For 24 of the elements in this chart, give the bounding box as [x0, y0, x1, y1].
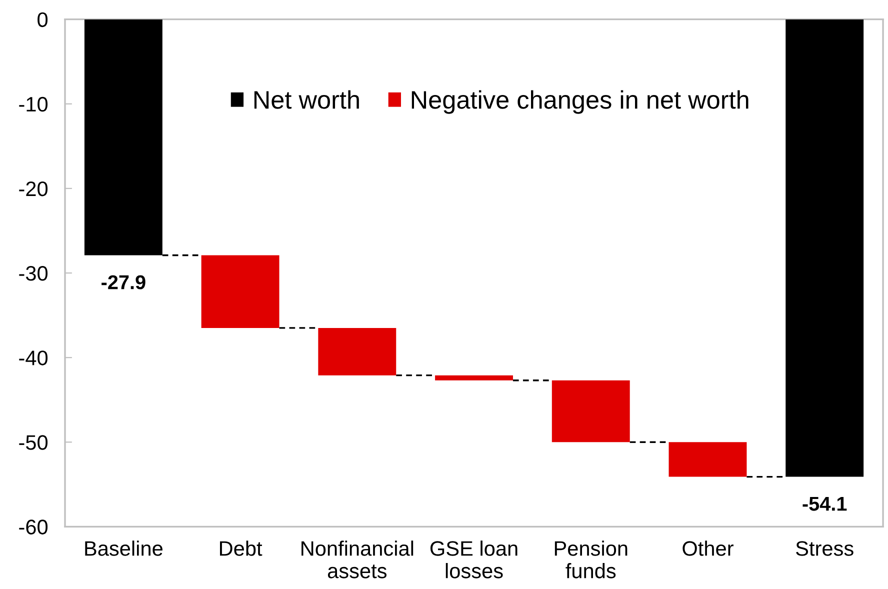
x-tick-label: GSE loan losses	[430, 540, 518, 578]
bar	[435, 375, 513, 380]
bar	[201, 255, 280, 328]
legend-label: Net worth	[254, 90, 359, 109]
x-tick-label: Debt	[220, 540, 262, 556]
y-tick-label: -30	[19, 266, 48, 281]
y-tick-label: -20	[19, 181, 48, 196]
bar	[668, 442, 747, 477]
x-tick-label: Nonfinancial assets	[302, 540, 414, 578]
data-label: -27.9	[102, 275, 146, 290]
y-tick-label: -40	[19, 350, 48, 366]
y-tick-label: -10	[19, 96, 48, 112]
y-tick-label: -50	[19, 435, 48, 450]
data-label: -54.1	[802, 496, 847, 511]
y-tick-label: 0	[38, 12, 48, 28]
y-tick-label: -60	[19, 520, 48, 534]
x-tick-label: Baseline	[85, 540, 162, 556]
bar	[786, 19, 864, 477]
bar	[318, 328, 396, 376]
x-tick-label: Pension funds	[554, 540, 628, 578]
legend-label: Negative changes in net worth	[412, 90, 748, 114]
x-tick-label: Stress	[796, 541, 854, 556]
bar	[552, 380, 630, 442]
x-tick-label: Other	[682, 540, 734, 556]
